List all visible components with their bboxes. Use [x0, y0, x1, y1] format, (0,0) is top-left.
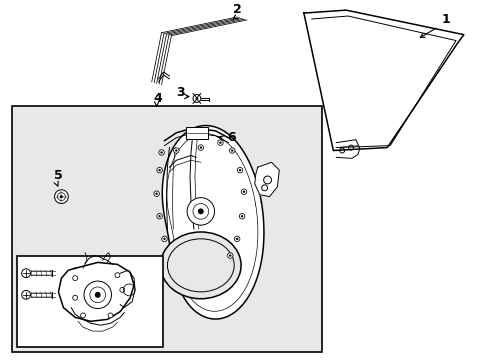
Circle shape — [199, 147, 202, 149]
Circle shape — [234, 236, 240, 242]
Circle shape — [158, 169, 161, 171]
Bar — [17, 256, 162, 347]
Circle shape — [229, 148, 235, 153]
Circle shape — [115, 273, 120, 278]
Circle shape — [95, 292, 101, 298]
Text: 2: 2 — [233, 3, 242, 16]
Circle shape — [157, 167, 162, 173]
Polygon shape — [254, 162, 279, 197]
Circle shape — [157, 213, 162, 219]
Circle shape — [228, 255, 231, 257]
Circle shape — [175, 149, 177, 152]
Text: 5: 5 — [54, 169, 62, 182]
Circle shape — [60, 195, 63, 198]
Circle shape — [108, 313, 113, 318]
Circle shape — [159, 150, 164, 155]
Circle shape — [154, 191, 159, 197]
Circle shape — [55, 190, 68, 203]
Ellipse shape — [160, 232, 241, 299]
Circle shape — [241, 215, 243, 217]
Circle shape — [21, 269, 30, 278]
Circle shape — [162, 236, 167, 242]
Circle shape — [241, 189, 246, 194]
Circle shape — [21, 291, 30, 299]
Circle shape — [73, 295, 78, 300]
Circle shape — [195, 97, 198, 100]
Circle shape — [158, 215, 161, 217]
Circle shape — [155, 193, 158, 195]
Circle shape — [236, 238, 238, 240]
Circle shape — [237, 167, 243, 173]
Circle shape — [73, 276, 78, 280]
Circle shape — [217, 140, 223, 145]
Text: 3: 3 — [176, 86, 184, 99]
Circle shape — [198, 208, 203, 214]
Polygon shape — [59, 262, 134, 321]
Circle shape — [58, 193, 65, 201]
Text: 4: 4 — [153, 93, 162, 105]
Circle shape — [81, 313, 85, 318]
Circle shape — [219, 141, 221, 144]
Polygon shape — [162, 126, 264, 319]
Text: 6: 6 — [227, 131, 236, 144]
Circle shape — [160, 151, 163, 154]
Text: 7: 7 — [140, 305, 148, 318]
Circle shape — [239, 169, 241, 171]
Circle shape — [239, 213, 244, 219]
Circle shape — [243, 190, 244, 193]
Bar — [186, 127, 207, 139]
Circle shape — [198, 145, 203, 150]
Circle shape — [227, 253, 233, 258]
Circle shape — [120, 287, 124, 292]
Circle shape — [230, 149, 233, 152]
Circle shape — [173, 148, 179, 153]
Text: 1: 1 — [440, 13, 449, 26]
Circle shape — [163, 238, 165, 240]
Bar — [12, 106, 321, 352]
Circle shape — [187, 198, 214, 225]
